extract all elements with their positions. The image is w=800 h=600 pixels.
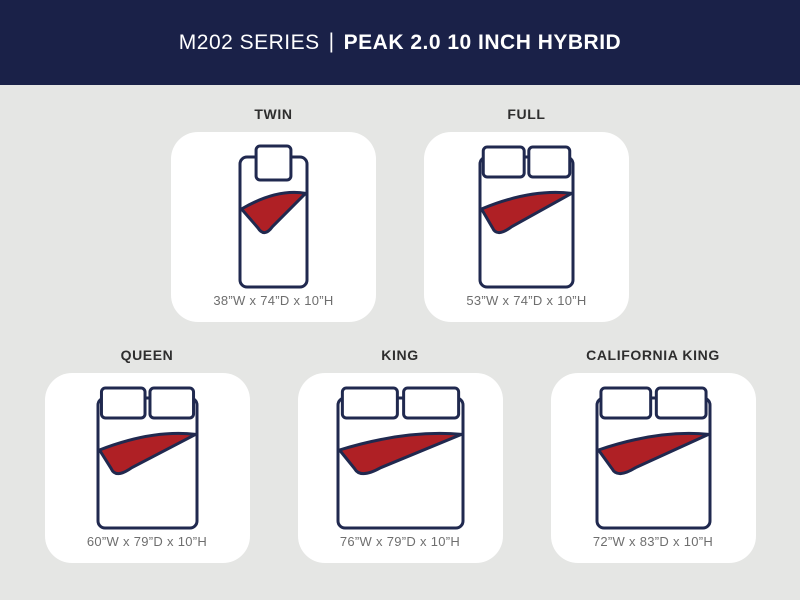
size-title-queen: QUEEN [120,347,174,363]
size-card-twin: 38”W x 74”D x 10”H [171,132,376,322]
bed-illustration-king [336,386,464,530]
size-title-twin: TWIN [254,106,293,122]
size-row-bottom: QUEEN 60”W x 79”D x 10”H KING 76”W x 79”… [0,348,800,563]
bed-illustration-full [478,145,575,289]
size-block-california-king: CALIFORNIA KING 72”W x 83”D x 10”H [550,347,756,563]
size-block-queen: QUEEN 60”W x 79”D x 10”H [44,347,250,563]
size-card-full: 53”W x 74”D x 10”H [424,132,629,322]
size-title-california-king: CALIFORNIA KING [586,347,720,363]
size-block-king: KING 76”W x 79”D x 10”H [297,347,503,563]
size-card-king: 76”W x 79”D x 10”H [297,373,503,563]
size-dimensions-full: 53”W x 74”D x 10”H [466,293,587,308]
size-title-king: KING [381,347,419,363]
size-block-full: FULL 53”W x 74”D x 10”H [424,107,629,322]
header-separator: | [328,29,335,53]
bed-illustration-california-king [595,386,711,530]
size-card-california-king: 72”W x 83”D x 10”H [550,373,756,563]
size-block-twin: TWIN 38”W x 74”D x 10”H [171,107,376,322]
model-name: PEAK 2.0 10 INCH HYBRID [343,30,622,54]
bed-illustration-twin [238,144,309,289]
bed-illustration-queen [96,386,198,530]
size-dimensions-king: 76”W x 79”D x 10”H [339,534,461,549]
size-grid: TWIN 38”W x 74”D x 10”H FULL 53”W x 74”D… [0,85,800,563]
size-row-top: TWIN 38”W x 74”D x 10”H FULL 53”W x 74”D… [0,107,800,322]
size-dimensions-twin: 38”W x 74”D x 10”H [213,293,334,308]
size-title-full: FULL [507,106,546,122]
size-dimensions-queen: 60”W x 79”D x 10”H [86,534,208,549]
header-bar: M202 SERIES | PEAK 2.0 10 INCH HYBRID [0,0,800,85]
size-dimensions-california-king: 72”W x 83”D x 10”H [592,534,714,549]
size-card-queen: 60”W x 79”D x 10”H [44,373,250,563]
series-name: M202 SERIES [178,30,320,54]
